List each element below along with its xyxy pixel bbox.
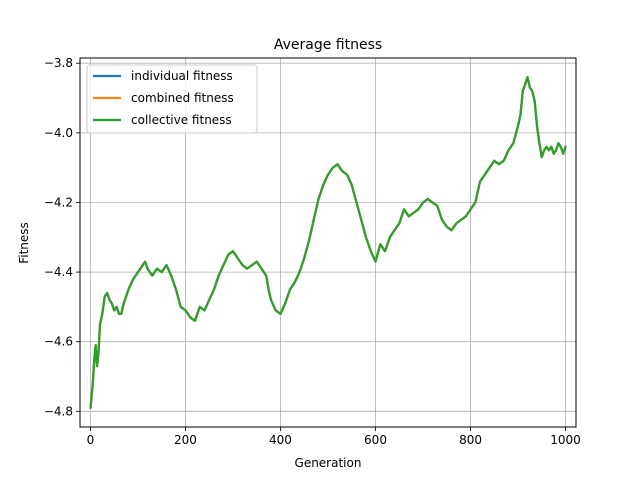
y-tick-label: −4.4: [44, 265, 73, 279]
x-tick-label: 0: [87, 433, 95, 447]
legend-label: collective fitness: [131, 113, 232, 127]
series-lines: [89, 75, 567, 409]
y-tick-label: −4.6: [44, 335, 73, 349]
legend-label: combined fitness: [131, 91, 234, 105]
x-tick-label: 400: [269, 433, 292, 447]
x-axis-ticks: 0 200 400 600 800 1000: [87, 427, 581, 447]
x-tick-label: 600: [364, 433, 387, 447]
legend: individual fitness combined fitness collec…: [86, 64, 258, 134]
y-tick-label: −4.8: [44, 404, 73, 418]
legend-label: individual fitness: [131, 69, 233, 83]
legend-box: [86, 64, 258, 134]
y-axis-ticks: −4.8 −4.6 −4.4 −4.2 −4.0 −3.8: [44, 56, 80, 418]
y-tick-label: −4.0: [44, 126, 73, 140]
plot-frame: [79, 57, 577, 428]
series-line-3: [89, 75, 567, 409]
y-axis-label: Fitness: [17, 222, 31, 264]
x-tick-label: 200: [174, 433, 197, 447]
y-tick-label: −3.8: [44, 56, 73, 70]
x-tick-label: 1000: [550, 433, 581, 447]
chart-title: Average fitness: [274, 37, 382, 53]
y-tick-label: −4.2: [44, 195, 73, 209]
x-axis-label: Generation: [295, 456, 362, 470]
x-tick-label: 800: [459, 433, 482, 447]
